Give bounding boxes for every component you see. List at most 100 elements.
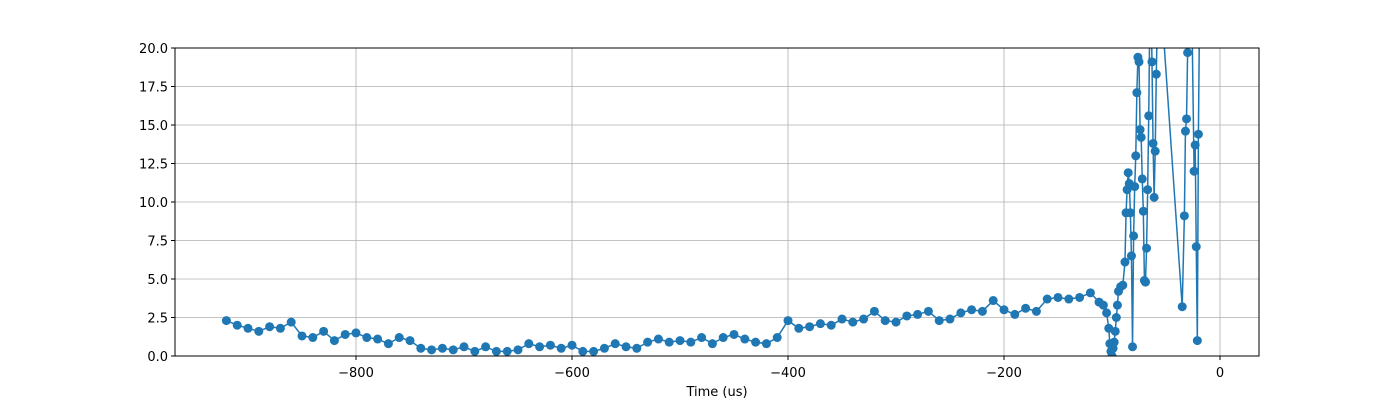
y-tick-label: 10.0 bbox=[139, 196, 168, 211]
data-point bbox=[308, 333, 318, 343]
y-tick-label: 20.0 bbox=[139, 42, 168, 57]
data-point bbox=[729, 329, 739, 339]
data-point bbox=[1125, 208, 1135, 218]
data-point bbox=[794, 323, 804, 333]
data-point bbox=[945, 314, 955, 324]
data-point bbox=[1120, 257, 1130, 267]
data-point bbox=[1129, 231, 1139, 241]
data-point bbox=[805, 322, 815, 332]
data-point bbox=[653, 334, 663, 344]
data-point bbox=[1075, 292, 1085, 302]
data-point bbox=[686, 337, 696, 347]
data-point bbox=[265, 322, 275, 332]
data-point bbox=[1195, 13, 1204, 22]
data-point bbox=[848, 317, 858, 327]
data-point bbox=[1010, 309, 1020, 319]
x-tick-label: −400 bbox=[770, 366, 806, 381]
data-point bbox=[1187, 13, 1196, 22]
data-point bbox=[1134, 57, 1144, 67]
data-point bbox=[599, 343, 609, 353]
data-point bbox=[1180, 126, 1190, 136]
data-point bbox=[1130, 182, 1140, 192]
data-point bbox=[319, 326, 329, 336]
data-point bbox=[718, 333, 728, 343]
data-point bbox=[1137, 174, 1147, 184]
x-axis-label: Time (us) bbox=[685, 385, 747, 400]
data-point bbox=[675, 336, 685, 346]
data-point bbox=[632, 343, 642, 353]
data-point bbox=[1149, 192, 1159, 202]
data-point bbox=[491, 346, 501, 356]
data-point bbox=[1191, 242, 1201, 252]
data-point bbox=[513, 345, 523, 355]
data-point bbox=[545, 340, 555, 350]
data-point bbox=[1182, 114, 1192, 124]
data-point bbox=[394, 333, 404, 343]
data-point bbox=[1042, 294, 1052, 304]
data-point bbox=[232, 320, 242, 330]
data-point bbox=[1159, 36, 1168, 45]
x-tick-label: −600 bbox=[554, 366, 590, 381]
data-point bbox=[1111, 313, 1121, 322]
data-point bbox=[751, 337, 761, 347]
data-point bbox=[1144, 111, 1154, 121]
data-point bbox=[707, 339, 717, 349]
data-point bbox=[761, 339, 771, 349]
data-point bbox=[437, 343, 447, 353]
data-point bbox=[243, 323, 253, 333]
data-point bbox=[1031, 306, 1041, 316]
data-point bbox=[783, 316, 793, 326]
data-point bbox=[1184, 13, 1193, 22]
data-point bbox=[578, 346, 588, 356]
data-point bbox=[1138, 206, 1148, 216]
data-point bbox=[1177, 302, 1187, 312]
data-point bbox=[502, 346, 512, 356]
y-tick-label: 15.0 bbox=[139, 119, 168, 134]
data-point bbox=[1183, 48, 1193, 58]
data-point bbox=[1118, 280, 1128, 290]
y-tick-label: 2.5 bbox=[147, 312, 168, 327]
data-point bbox=[826, 320, 836, 330]
data-point bbox=[1102, 308, 1112, 318]
data-point bbox=[567, 340, 577, 350]
data-point bbox=[1064, 294, 1074, 304]
y-tick-label: 5.0 bbox=[147, 273, 168, 288]
data-point bbox=[470, 346, 480, 356]
data-point bbox=[1098, 300, 1108, 310]
data-point bbox=[254, 326, 264, 336]
x-tick-label: 0 bbox=[1216, 366, 1224, 381]
x-tick-label: −200 bbox=[986, 366, 1022, 381]
data-point bbox=[977, 306, 987, 316]
data-point bbox=[351, 328, 361, 338]
data-point bbox=[837, 314, 847, 324]
data-point bbox=[329, 336, 339, 346]
data-point bbox=[643, 337, 653, 347]
data-point bbox=[988, 296, 998, 306]
grid bbox=[175, 47, 1259, 357]
data-point bbox=[1142, 243, 1152, 253]
data-point bbox=[913, 309, 923, 319]
data-line bbox=[226, 48, 1200, 356]
data-point bbox=[1151, 69, 1161, 79]
data-point bbox=[1085, 288, 1095, 298]
data-point bbox=[1112, 300, 1122, 310]
data-point bbox=[1189, 166, 1199, 176]
data-point bbox=[956, 308, 966, 318]
data-point bbox=[1192, 336, 1202, 346]
data-point bbox=[286, 317, 296, 327]
data-point bbox=[427, 345, 437, 355]
data-point bbox=[859, 314, 869, 324]
data-point bbox=[999, 305, 1009, 315]
data-point bbox=[1157, 13, 1166, 22]
data-point bbox=[1053, 292, 1063, 302]
data-point bbox=[535, 342, 545, 352]
data-point bbox=[1193, 129, 1203, 139]
data-point bbox=[459, 342, 469, 352]
data-point bbox=[1123, 168, 1133, 178]
y-tick-label: 17.5 bbox=[139, 81, 168, 96]
data-point bbox=[1128, 342, 1138, 352]
data-point bbox=[589, 346, 599, 356]
data-point bbox=[1150, 146, 1160, 156]
data-point bbox=[1126, 251, 1136, 261]
